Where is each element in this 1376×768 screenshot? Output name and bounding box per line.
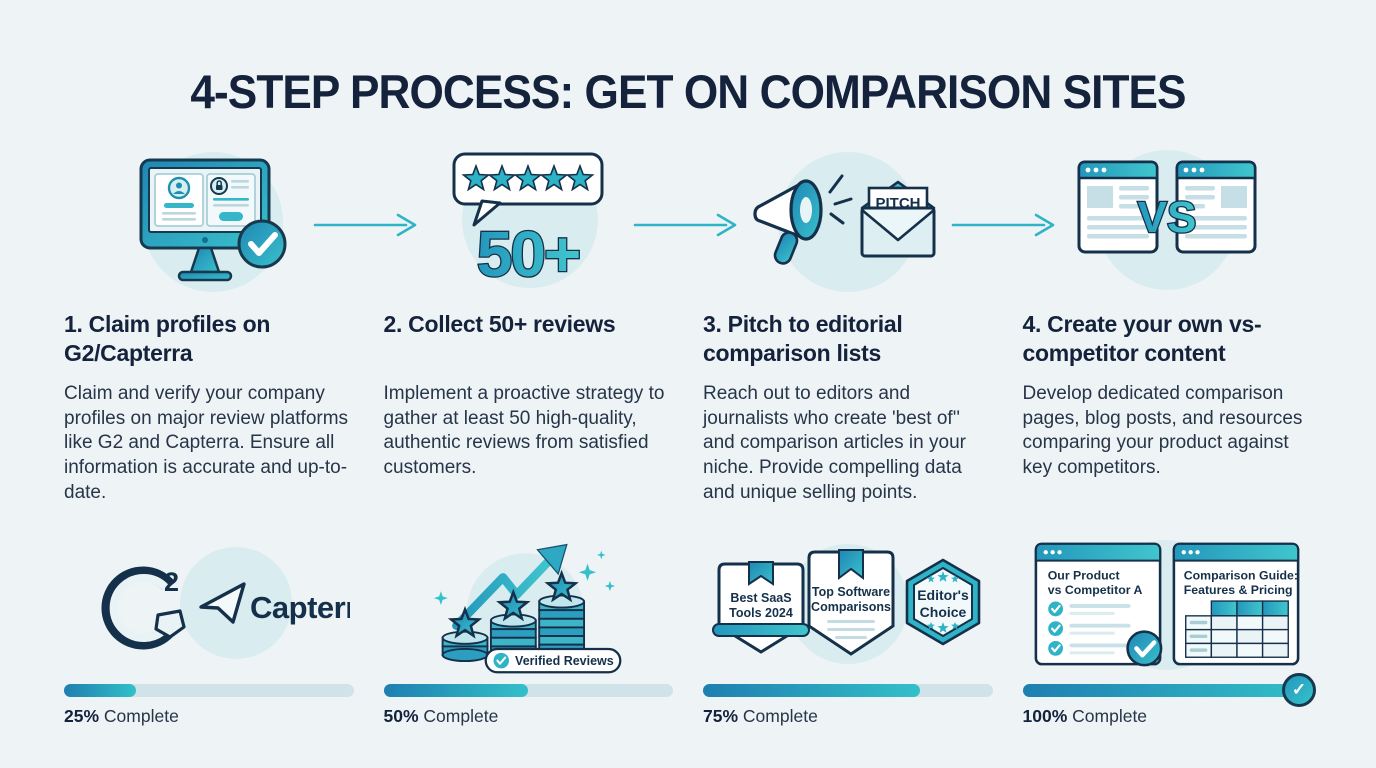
step-1-heading: 1. Claim profiles on G2/Capterra [64, 311, 271, 366]
step-1: 1. Claim profiles on G2/Capterra Claim a… [64, 148, 354, 727]
progress-label: 25% Complete [64, 706, 179, 726]
pitch-icon: PITCH [753, 152, 936, 292]
progress-label: 75% Complete [703, 706, 818, 726]
vs-windows-icon: VS [1077, 150, 1257, 290]
monitor-profiles-icon [139, 152, 287, 292]
browser-window-icon [1077, 160, 1159, 254]
svg-text:Editor's: Editor's [917, 587, 969, 603]
megaphone-icon [753, 174, 853, 265]
svg-text:Capterra: Capterra [250, 590, 350, 625]
progress-bar: ✓ [703, 684, 993, 697]
step-4-description: Develop dedicated comparison pages, blog… [1022, 383, 1303, 479]
step-4: VS 4. Create your own vs-competitor cont… [1022, 148, 1316, 727]
step-2-progress: ✓ 50% Complete [383, 684, 673, 727]
svg-text:Comparisons: Comparisons [811, 600, 891, 614]
step-3-illustration: Best SaaS Tools 2024 Top Software Compar… [703, 536, 993, 674]
step-3-icon-zone: PITCH [703, 148, 993, 298]
step-2-illustration: Verified Reviews [384, 536, 674, 674]
svg-text:Top Software: Top Software [812, 585, 890, 599]
step-3-heading: 3. Pitch to editorial comparison lists [703, 311, 903, 366]
review-count: 50+ [477, 218, 580, 290]
svg-text:Our Product: Our Product [1048, 568, 1120, 582]
browser-window-icon [1175, 160, 1257, 254]
step-3: PITCH 3. Pitch to editorial comparison l… [703, 148, 993, 727]
comparison-card-product: Our Product vs Competitor A [1034, 542, 1163, 667]
step-4-heading: 4. Create your own vs-competitor content [1022, 311, 1262, 366]
step-2-heading: 2. Collect 50+ reviews [383, 311, 616, 337]
award-badges: Best SaaS Tools 2024 Top Software Compar… [711, 544, 981, 664]
verified-reviews-badge: Verified Reviews [484, 647, 622, 674]
progress-bar: ✓ [64, 684, 354, 697]
checklist [1048, 601, 1131, 656]
g2-capterra-logos: 2 Capterra [101, 547, 350, 659]
g2-logo: 2 [101, 566, 186, 650]
step-2-description: Implement a proactive strategy to gather… [383, 383, 665, 479]
review-growth-icon: Verified Reviews [434, 543, 622, 674]
svg-text:Tools 2024: Tools 2024 [729, 606, 793, 620]
svg-text:Features & Pricing: Features & Pricing [1184, 583, 1293, 597]
step-3-description: Reach out to editors and journalists who… [703, 383, 966, 503]
award-badge-top-software: Top Software Comparisons [807, 549, 895, 656]
arrow-right-icon [951, 213, 1055, 237]
step-4-icon-zone: VS [1023, 148, 1313, 298]
capterra-logo: Capterra [199, 582, 350, 625]
svg-text:Comparison Guide:: Comparison Guide: [1184, 568, 1298, 582]
svg-text:2: 2 [164, 567, 179, 597]
step-2-icon-zone: 50+ [384, 148, 674, 298]
svg-text:Best SaaS: Best SaaS [730, 591, 791, 605]
comparison-cards: Our Product vs Competitor A [1034, 539, 1300, 671]
growth-arrow-icon [452, 554, 556, 631]
comparison-table [1185, 600, 1290, 658]
step-3-progress: ✓ 75% Complete [703, 684, 993, 727]
review-bubble-icon: 50+ [452, 152, 604, 291]
step-4-progress: ✓ 100% Complete [1022, 673, 1316, 727]
arrow-right-icon [313, 213, 417, 237]
check-icon [1126, 630, 1163, 667]
step-4-illustration: Our Product vs Competitor A [1023, 536, 1313, 674]
step-2: 50+ 2. Collect 50+ reviews Implement a p… [383, 148, 674, 727]
step-1-progress: ✓ 25% Complete [64, 684, 354, 727]
page-title: 4-STEP PROCESS: GET ON COMPARISON SITES [190, 65, 1186, 118]
comparison-card-guide: Comparison Guide: Features & Pricing [1172, 542, 1300, 666]
step-1-icon-zone [64, 148, 354, 298]
arrow-right-icon [633, 213, 737, 237]
step-1-illustration: 2 Capterra [64, 536, 354, 674]
award-badge-best-saas: Best SaaS Tools 2024 [711, 561, 810, 654]
progress-label: 100% Complete [1022, 706, 1148, 726]
progress-bar: ✓ [383, 684, 673, 697]
progress-check-icon: ✓ [1282, 673, 1316, 707]
editors-choice-badge: Editor's Choice [905, 558, 981, 646]
vs-label: VS [1138, 193, 1197, 242]
step-1-description: Claim and verify your company profiles o… [64, 383, 349, 503]
svg-text:Verified Reviews: Verified Reviews [515, 654, 614, 668]
check-icon [237, 219, 287, 269]
svg-text:vs Competitor A: vs Competitor A [1048, 583, 1143, 597]
pitch-envelope-icon: PITCH [860, 180, 936, 258]
progress-label: 50% Complete [383, 706, 499, 726]
svg-text:Choice: Choice [919, 604, 966, 620]
steps-container: 1. Claim profiles on G2/Capterra Claim a… [64, 148, 1316, 726]
progress-bar: ✓ [1022, 673, 1316, 707]
